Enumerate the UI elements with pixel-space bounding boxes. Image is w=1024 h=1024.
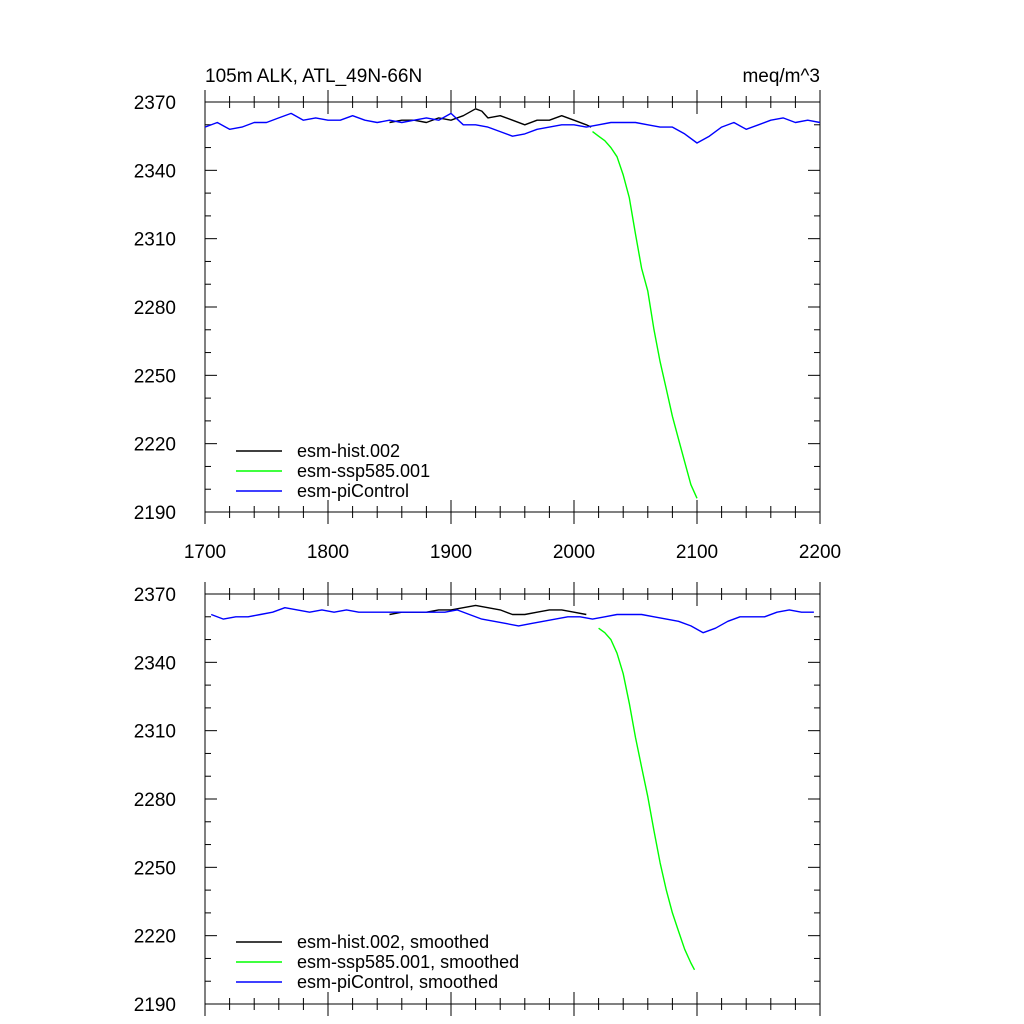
y-tick-label: 2190 (134, 995, 176, 1016)
y-tick-label: 2280 (134, 790, 176, 811)
y-tick-label: 2280 (134, 298, 176, 319)
y-tick-label: 2250 (134, 366, 176, 387)
x-tick-label: 2000 (553, 542, 595, 563)
series-line-esm-picontrol (204, 112, 821, 144)
y-tick-label: 2370 (134, 585, 176, 606)
axis-ticks (204, 582, 821, 1016)
units-label: meq/m^3 (742, 66, 820, 87)
legend-label: esm-piControl (297, 481, 409, 501)
top-panel: 2190 2220 2250 2280 2310 2340 2370 1700 1800 1900… (134, 66, 841, 563)
legend-label: esm-piControl, smoothed (297, 972, 498, 992)
x-tick-label: 2100 (676, 542, 718, 563)
y-tick-label: 2340 (134, 161, 176, 182)
legend-label: esm-ssp585.001 (297, 461, 430, 481)
series-line-esm-ssp585-001 (592, 131, 698, 499)
y-tick-label: 2310 (134, 230, 176, 251)
chart-title: 105m ALK, ATL_49N-66N (205, 66, 422, 87)
legend-label: esm-hist.002 (297, 441, 400, 461)
series-group (204, 108, 821, 499)
axis-ticks (204, 90, 821, 524)
y-tick-label: 2370 (134, 93, 176, 114)
y-tick-label: 2220 (134, 435, 176, 456)
x-tick-label: 1700 (184, 542, 226, 563)
series-line-esm-picontrol-smoothed (210, 607, 814, 634)
y-tick-label: 2340 (134, 653, 176, 674)
bottom-panel: 2190 2220 2250 2280 2310 2340 2370 esm-hist.002… (134, 582, 821, 1016)
series-line-esm-hist-002-smoothed (389, 604, 587, 616)
x-tick-label: 1800 (307, 542, 349, 563)
y-tick-label: 2190 (134, 503, 176, 524)
y-tick-label: 2310 (134, 722, 176, 743)
y-tick-label: 2250 (134, 858, 176, 879)
y-tick-label: 2220 (134, 927, 176, 948)
legend-label: esm-hist.002, smoothed (297, 932, 489, 952)
x-tick-label: 2200 (799, 542, 841, 563)
series-line-esm-hist-002 (389, 108, 592, 128)
x-tick-label: 1900 (430, 542, 472, 563)
series-group (210, 604, 814, 971)
series-line-esm-ssp585-001-smoothed (598, 627, 696, 971)
legend-label: esm-ssp585.001, smoothed (297, 952, 519, 972)
